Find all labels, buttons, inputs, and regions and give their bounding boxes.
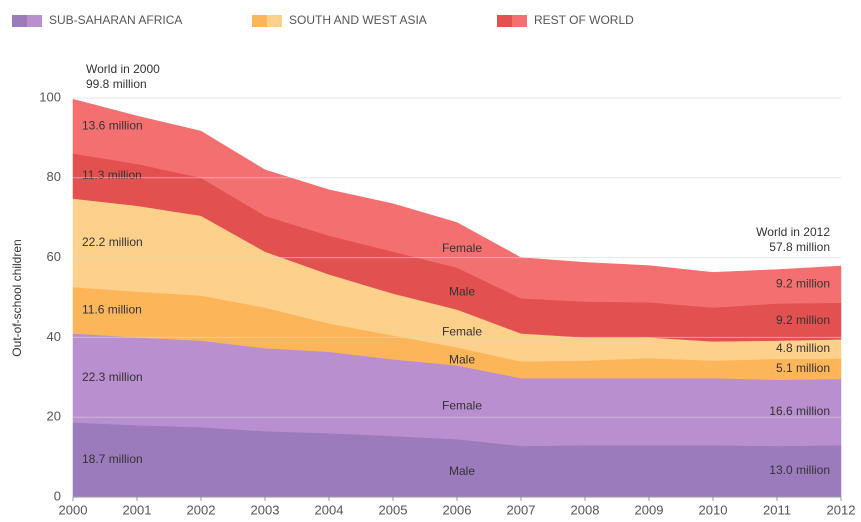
x-tick-label: 2004 — [315, 502, 344, 517]
value-label: 22.3 million — [82, 370, 143, 384]
y-axis-label: Out-of-school children — [10, 239, 24, 356]
x-tick-label: 2005 — [379, 502, 408, 517]
value-label: 13.0 million — [769, 463, 830, 477]
y-tick-label: 20 — [47, 409, 61, 424]
value-label: 9.2 million — [776, 313, 830, 327]
y-tick-label: 80 — [47, 169, 61, 184]
legend-swatch — [497, 15, 512, 27]
y-tick-label: 40 — [47, 329, 61, 344]
x-tick-label: 2008 — [571, 502, 600, 517]
legend-swatch — [12, 15, 27, 27]
x-tick-label: 2011 — [763, 502, 791, 517]
legend-item: SOUTH AND WEST ASIA — [252, 13, 427, 27]
y-tick-label: 60 — [47, 249, 61, 264]
legend-swatch — [267, 15, 282, 27]
value-label: 18.7 million — [82, 452, 143, 466]
x-tick-label: 2000 — [59, 502, 88, 517]
legend-swatch — [512, 15, 527, 27]
value-label: 4.8 million — [776, 341, 830, 355]
legend-item: SUB-SAHARAN AFRICA — [12, 13, 182, 27]
value-label: 11.3 million — [82, 168, 142, 182]
x-tick-label: 2012 — [827, 502, 856, 517]
x-tick-label: 2010 — [699, 502, 728, 517]
series-label: Male — [449, 353, 475, 367]
series-label: Female — [442, 325, 482, 339]
x-tick-label: 2007 — [507, 502, 536, 517]
annotation: 57.8 million — [769, 240, 830, 254]
annotation: World in 2000 — [86, 62, 160, 76]
series-label: Female — [442, 241, 482, 255]
series-label: Male — [449, 464, 475, 478]
value-label: 16.6 million — [769, 404, 830, 418]
legend-swatch — [27, 15, 42, 27]
value-label: 9.2 million — [776, 277, 830, 291]
value-label: 22.2 million — [82, 235, 143, 249]
legend-label: REST OF WORLD — [534, 13, 634, 27]
x-tick-label: 2003 — [251, 502, 280, 517]
legend-swatch — [252, 15, 267, 27]
value-label: 13.6 million — [82, 119, 143, 133]
legend-item: REST OF WORLD — [497, 13, 634, 27]
annotation: World in 2012 — [756, 225, 830, 239]
y-tick-label: 0 — [54, 488, 61, 503]
x-tick-label: 2002 — [187, 502, 216, 517]
x-tick-label: 2009 — [635, 502, 664, 517]
y-tick-label: 100 — [39, 89, 61, 104]
areas — [72, 98, 842, 498]
series-label: Male — [449, 285, 475, 299]
value-label: 5.1 million — [776, 361, 830, 375]
area — [72, 98, 842, 308]
x-tick-label: 2006 — [443, 502, 472, 517]
legend-label: SUB-SAHARAN AFRICA — [49, 13, 182, 27]
annotation: 99.8 million — [86, 77, 147, 91]
x-tick-label: 2001 — [123, 502, 152, 517]
series-label: Female — [442, 398, 482, 412]
legend-label: SOUTH AND WEST ASIA — [289, 13, 427, 27]
value-label: 11.6 million — [82, 302, 142, 316]
